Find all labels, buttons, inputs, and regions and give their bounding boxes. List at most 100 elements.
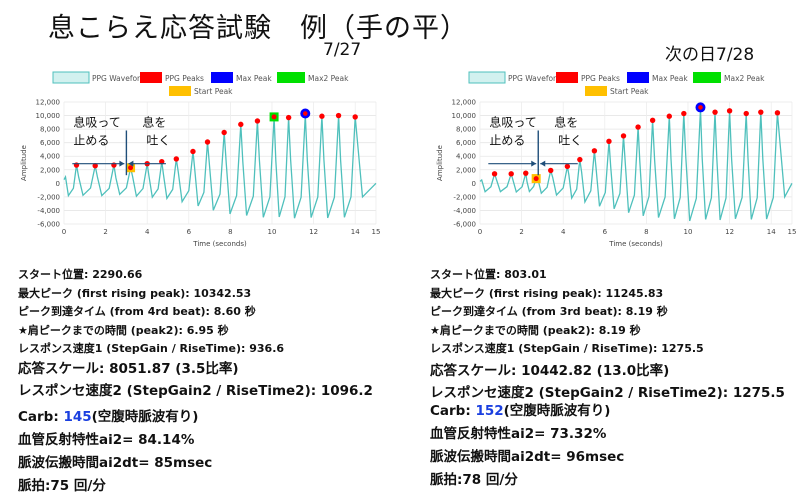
x-tick-label: 14 bbox=[767, 228, 776, 236]
stat-shoulder-peak-time: ★肩ピークまでの時間 (peak2): 8.19 秒 bbox=[430, 323, 641, 337]
panel1-stats2: 応答スケール: 8051.87 (3.5比率) レスポンセ速度2 (StepGa… bbox=[18, 358, 373, 402]
legend-max-swatch bbox=[211, 72, 233, 83]
ppg-peak-marker bbox=[254, 118, 261, 124]
y-tick-label: 6,000 bbox=[456, 139, 476, 147]
annotation-hold-line2: 止める bbox=[489, 134, 525, 148]
x-tick-label: 2 bbox=[103, 228, 107, 236]
x-axis-label: Time (seconds) bbox=[608, 240, 663, 248]
max-peak-dot bbox=[302, 111, 308, 116]
annotation-exhale-line1: 息を bbox=[554, 114, 578, 129]
legend-peaks-swatch bbox=[556, 72, 578, 83]
legend-peaks-label: PPG Peaks bbox=[581, 74, 620, 83]
carb-label: Carb: bbox=[430, 403, 476, 419]
ppg-peak-marker bbox=[620, 133, 627, 139]
y-tick-label: -4,000 bbox=[37, 207, 60, 215]
ppg-peak-marker bbox=[190, 148, 196, 155]
y-tick-label: -2,000 bbox=[453, 193, 476, 201]
x-tick-label: 10 bbox=[268, 228, 277, 236]
x-tick-label: 14 bbox=[351, 228, 360, 236]
breath-annotations: 息吸って 止める 息を 吐く bbox=[72, 114, 170, 176]
ppg-peak-marker bbox=[649, 117, 656, 123]
y-tick-label: 12,000 bbox=[452, 99, 477, 107]
ppg-peak-marker bbox=[666, 113, 672, 119]
carb-label: Carb: bbox=[18, 409, 64, 425]
panel2-stats2: 応答スケール: 10442.82 (13.0比率) レスポンセ速度2 (Step… bbox=[430, 360, 785, 404]
y-tick-label: 12,000 bbox=[36, 99, 61, 107]
ppg-waveform-line bbox=[479, 108, 793, 222]
ppg-waveform-line bbox=[63, 114, 377, 219]
y-tick-label: 8,000 bbox=[456, 126, 476, 134]
legend: PPG Waveform PPG Peaks Max Peak Max2 Pea… bbox=[468, 71, 765, 96]
ppg-peak-marker bbox=[564, 163, 571, 170]
annotation-exhale-line2: 吐く bbox=[558, 134, 582, 148]
x-tick-label: 8 bbox=[228, 228, 232, 236]
y-tick-label: 10,000 bbox=[452, 112, 477, 120]
y-tick-label: 0 bbox=[472, 180, 476, 188]
annotation-hold-line2: 止める bbox=[73, 134, 109, 148]
legend-waveform-label: PPG Waveform bbox=[508, 74, 563, 83]
legend-start-label: Start Peak bbox=[610, 87, 649, 96]
exhale-arrowhead bbox=[540, 160, 546, 167]
hold-arrowhead bbox=[531, 160, 537, 167]
ppg-peak-marker bbox=[548, 167, 554, 174]
panel1-stats3: Carb: 145(空腹時脈波有り) 血管反射特性ai2= 84.14% 脈波伝… bbox=[18, 406, 212, 498]
legend-max2-swatch bbox=[693, 72, 721, 83]
x-tick-label: 0 bbox=[478, 228, 482, 236]
x-tick-label: 4 bbox=[145, 228, 150, 236]
y-tick-label: 4,000 bbox=[456, 153, 476, 161]
max2-peak-dot bbox=[271, 114, 277, 120]
stat-start-position: スタート位置: 2290.66 bbox=[18, 268, 143, 281]
stat-peak-time: ピーク到達タイム (from 3rd beat): 8.19 秒 bbox=[430, 305, 668, 318]
carb-value: 152 bbox=[475, 403, 504, 419]
ppg-peak-marker bbox=[238, 121, 244, 128]
stat-ai2: 血管反射特性ai2= 73.32% bbox=[430, 426, 607, 442]
legend-start-swatch bbox=[169, 86, 191, 96]
x-tick-label: 2 bbox=[519, 228, 523, 236]
legend-peaks-swatch bbox=[140, 72, 162, 83]
annotation-hold-line1: 息吸って bbox=[73, 114, 120, 129]
annotation-exhale-line1: 息を bbox=[142, 114, 166, 129]
legend-start-label: Start Peak bbox=[194, 87, 233, 96]
stat-carb: Carb: 152(空腹時脈波有り) bbox=[430, 400, 624, 423]
y-axis-label: Amplitude bbox=[436, 145, 444, 181]
y-tick-label: 2,000 bbox=[40, 166, 60, 174]
y-tick-label: 8,000 bbox=[40, 126, 60, 134]
ppg-peak-marker bbox=[591, 148, 598, 154]
legend-max-label: Max Peak bbox=[652, 74, 688, 83]
ppg-chart-7-28: PPG Waveform PPG Peaks Max Peak Max2 Pea… bbox=[436, 71, 797, 248]
y-axis-label: Amplitude bbox=[20, 145, 28, 181]
x-tick-label: 6 bbox=[603, 228, 608, 236]
ppg-peak-marker bbox=[491, 171, 498, 177]
y-tick-label: 0 bbox=[56, 180, 60, 188]
legend-start-swatch bbox=[585, 86, 607, 96]
legend-peaks-label: PPG Peaks bbox=[165, 74, 204, 83]
y-tick-label: -4,000 bbox=[453, 207, 476, 215]
carb-note: (空腹時脈波有り) bbox=[91, 409, 199, 425]
ppg-peak-marker bbox=[335, 112, 342, 119]
peak-markers bbox=[491, 102, 781, 184]
ppg-peak-marker bbox=[523, 170, 529, 176]
panel2-stats: スタート位置: 803.01 最大ピーク (first rising peak)… bbox=[430, 266, 704, 359]
y-tick-label: -2,000 bbox=[37, 193, 60, 201]
x-tick-label: 6 bbox=[187, 228, 192, 236]
ppg-peak-marker bbox=[681, 110, 687, 117]
ppg-peak-marker bbox=[726, 108, 733, 114]
ppg-peak-marker bbox=[743, 110, 749, 117]
stat-max-peak: 最大ピーク (first rising peak): 10342.53 bbox=[18, 286, 252, 300]
x-tick-label: 12 bbox=[725, 228, 734, 236]
stat-response-speed2: レスポンセ速度2 (StepGain2 / RiseTime2): 1275.5 bbox=[430, 385, 785, 401]
stat-pulse: 脈拍:78 回/分 bbox=[430, 472, 518, 488]
ppg-peak-marker bbox=[508, 171, 514, 177]
carb-note: (空腹時脈波有り) bbox=[503, 403, 611, 419]
legend-waveform-swatch bbox=[52, 71, 90, 84]
x-tick-label: 15 bbox=[788, 228, 797, 236]
stat-response-speed1: レスポンス速度1 (StepGain / RiseTime): 1275.5 bbox=[430, 342, 704, 355]
ppg-peak-marker bbox=[204, 139, 211, 145]
x-tick-label: 8 bbox=[644, 228, 648, 236]
panel1-stats: スタート位置: 2290.66 最大ピーク (first rising peak… bbox=[18, 266, 284, 359]
stat-response-scale: 応答スケール: 8051.87 (3.5比率) bbox=[18, 361, 239, 377]
stat-response-speed1: レスポンス速度1 (StepGain / RiseTime): 936.6 bbox=[18, 342, 285, 355]
stat-response-speed2: レスポンセ速度2 (StepGain2 / RiseTime2): 1096.2 bbox=[18, 383, 373, 399]
peak-markers bbox=[73, 108, 358, 173]
ppg-peak-marker bbox=[173, 156, 180, 162]
